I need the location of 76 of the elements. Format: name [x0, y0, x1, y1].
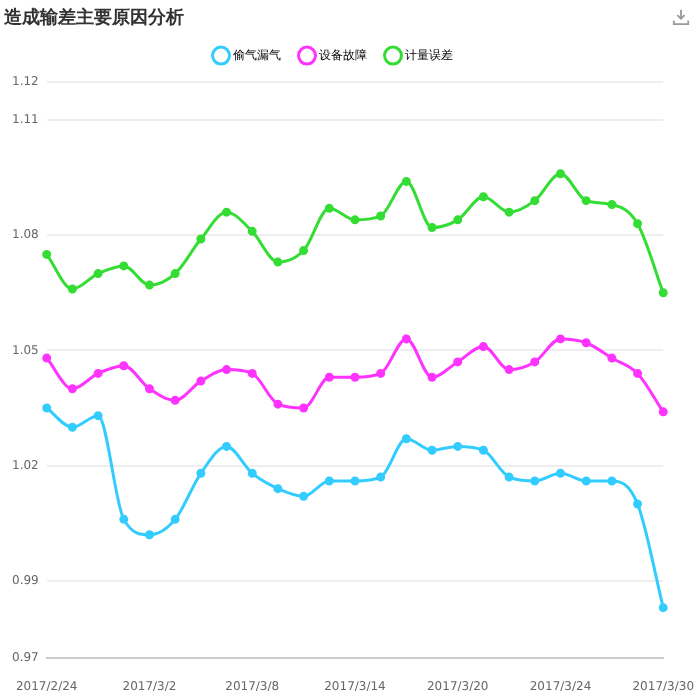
- point: [196, 234, 206, 244]
- point: [144, 280, 154, 290]
- point: [67, 284, 77, 294]
- point: [144, 384, 154, 394]
- point: [581, 338, 591, 348]
- point: [119, 361, 129, 371]
- point: [658, 407, 668, 417]
- point: [93, 368, 103, 378]
- point: [350, 372, 360, 382]
- point: [453, 441, 463, 451]
- point: [222, 365, 232, 375]
- point: [658, 288, 668, 298]
- point: [247, 468, 257, 478]
- point: [478, 192, 488, 202]
- point: [119, 261, 129, 271]
- point: [324, 372, 334, 382]
- point: [607, 353, 617, 363]
- point: [350, 476, 360, 486]
- point: [453, 215, 463, 225]
- point: [42, 403, 52, 413]
- point: [222, 441, 232, 451]
- point: [42, 249, 52, 259]
- point: [324, 476, 334, 486]
- point: [273, 484, 283, 494]
- point: [633, 219, 643, 229]
- point: [170, 395, 180, 405]
- point: [504, 472, 514, 482]
- point: [196, 376, 206, 386]
- point: [170, 269, 180, 279]
- point: [607, 476, 617, 486]
- point: [478, 445, 488, 455]
- point: [581, 196, 591, 206]
- point: [196, 468, 206, 478]
- point: [530, 357, 540, 367]
- point: [504, 207, 514, 217]
- point: [119, 514, 129, 524]
- point: [376, 211, 386, 221]
- point: [555, 468, 565, 478]
- point: [299, 246, 309, 256]
- point: [93, 411, 103, 421]
- point: [247, 368, 257, 378]
- point: [555, 334, 565, 344]
- point: [144, 530, 154, 540]
- point: [67, 422, 77, 432]
- point: [530, 196, 540, 206]
- point: [427, 445, 437, 455]
- point: [299, 491, 309, 501]
- point: [42, 353, 52, 363]
- point: [401, 334, 411, 344]
- point: [555, 169, 565, 179]
- point: [247, 226, 257, 236]
- point: [273, 399, 283, 409]
- point: [453, 357, 463, 367]
- point: [581, 476, 591, 486]
- point: [273, 257, 283, 267]
- point: [633, 499, 643, 509]
- point: [67, 384, 77, 394]
- point: [324, 203, 334, 213]
- point: [350, 215, 360, 225]
- point: [427, 223, 437, 233]
- point: [530, 476, 540, 486]
- point: [222, 207, 232, 217]
- point: [401, 176, 411, 186]
- point: [93, 269, 103, 279]
- point: [427, 372, 437, 382]
- point: [633, 368, 643, 378]
- point: [299, 403, 309, 413]
- point: [170, 514, 180, 524]
- chart-title: 造成输差主要原因分析: [2, 7, 184, 30]
- point: [376, 368, 386, 378]
- point: [504, 365, 514, 375]
- point: [401, 434, 411, 444]
- point: [658, 603, 668, 613]
- point: [478, 342, 488, 352]
- point: [607, 199, 617, 209]
- point: [376, 472, 386, 482]
